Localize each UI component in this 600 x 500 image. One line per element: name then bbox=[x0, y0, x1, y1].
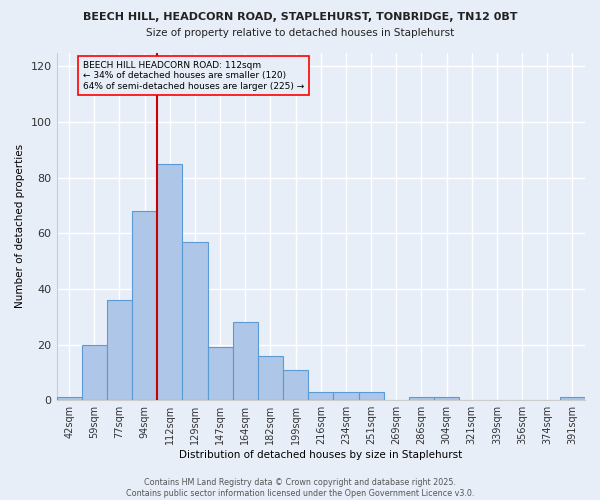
Text: Size of property relative to detached houses in Staplehurst: Size of property relative to detached ho… bbox=[146, 28, 454, 38]
Bar bbox=[107, 300, 132, 400]
Bar bbox=[258, 356, 283, 400]
Text: BEECH HILL HEADCORN ROAD: 112sqm
← 34% of detached houses are smaller (120)
64% : BEECH HILL HEADCORN ROAD: 112sqm ← 34% o… bbox=[83, 61, 304, 90]
Bar bbox=[409, 398, 434, 400]
Bar bbox=[233, 322, 258, 400]
Bar bbox=[434, 398, 459, 400]
Bar bbox=[334, 392, 359, 400]
X-axis label: Distribution of detached houses by size in Staplehurst: Distribution of detached houses by size … bbox=[179, 450, 463, 460]
Text: Contains HM Land Registry data © Crown copyright and database right 2025.
Contai: Contains HM Land Registry data © Crown c… bbox=[126, 478, 474, 498]
Text: BEECH HILL, HEADCORN ROAD, STAPLEHURST, TONBRIDGE, TN12 0BT: BEECH HILL, HEADCORN ROAD, STAPLEHURST, … bbox=[83, 12, 517, 22]
Bar bbox=[208, 348, 233, 400]
Bar bbox=[56, 398, 82, 400]
Bar bbox=[82, 344, 107, 400]
Bar bbox=[359, 392, 383, 400]
Bar bbox=[157, 164, 182, 400]
Bar bbox=[308, 392, 334, 400]
Bar bbox=[182, 242, 208, 400]
Bar bbox=[560, 398, 585, 400]
Bar bbox=[132, 211, 157, 400]
Bar bbox=[283, 370, 308, 400]
Y-axis label: Number of detached properties: Number of detached properties bbox=[15, 144, 25, 308]
